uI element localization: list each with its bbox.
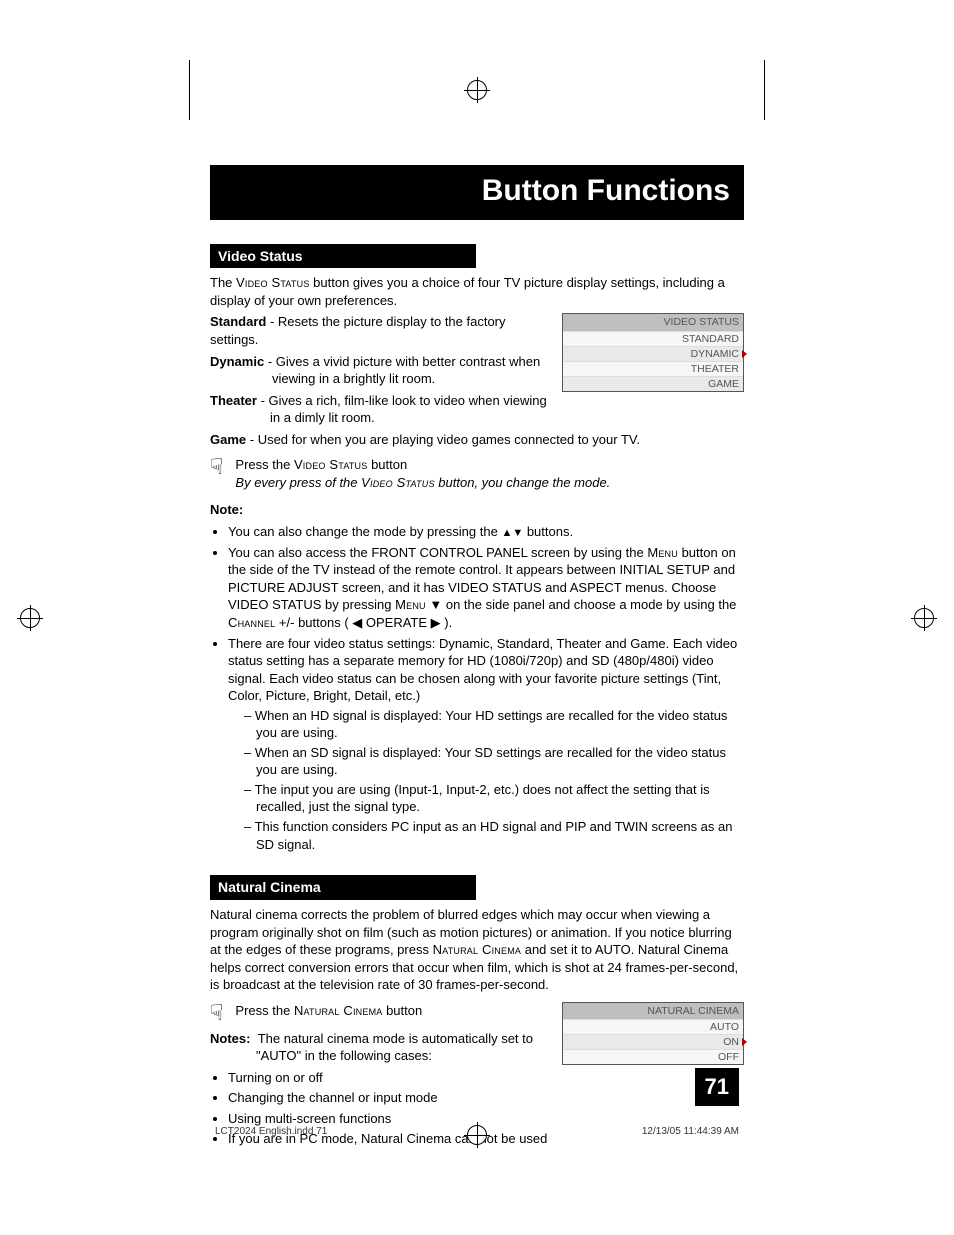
registration-mark-icon [467,80,487,100]
menu-item-selected: DYNAMIC [563,346,743,361]
press-hand-icon: ☟ [210,456,223,478]
press-instruction: Press the Video Status button [235,456,610,474]
page-number: 71 [695,1068,739,1106]
press-instruction-detail: By every press of the Video Status butto… [235,474,610,492]
press-hand-icon: ☟ [210,1002,223,1024]
note-item: There are four video status settings: Dy… [228,635,744,854]
menu-item: THEATER [563,361,743,376]
footer-filename: LCT2024 English.indd 71 [215,1125,327,1139]
registration-mark-icon [914,608,934,628]
note-item: You can also change the mode by pressing… [228,523,744,541]
menu-header: VIDEO STATUS [563,314,743,330]
section-header-natural-cinema: Natural Cinema [210,875,476,900]
video-status-notes: You can also change the mode by pressing… [210,523,744,853]
natural-cinema-intro: Natural cinema corrects the problem of b… [210,906,744,994]
footer-timestamp: 12/13/05 11:44:39 AM [642,1125,739,1139]
note-subitem: – The input you are using (Input-1, Inpu… [244,781,744,816]
menu-item: STANDARD [563,331,743,346]
note-item: Changing the channel or input mode [228,1089,744,1107]
note-label: Note: [210,501,744,519]
video-status-menu: VIDEO STATUS STANDARD DYNAMIC THEATER GA… [562,313,744,392]
registration-mark-icon [20,608,40,628]
video-status-intro: The Video Status button gives you a choi… [210,274,744,309]
menu-item: AUTO [563,1019,743,1034]
natural-cinema-menu: NATURAL CINEMA AUTO ON OFF [562,1002,744,1066]
note-subitem: – When an SD signal is displayed: Your S… [244,744,744,779]
crop-marks-top [0,60,954,120]
note-subitem: – This function considers PC input as an… [244,818,744,853]
page-title: Button Functions [210,165,744,220]
note-subitem: – When an HD signal is displayed: Your H… [244,707,744,742]
menu-item: GAME [563,376,743,391]
press-instruction: Press the Natural Cinema button [235,1002,422,1020]
menu-item-selected: ON [563,1034,743,1049]
section-header-video-status: Video Status [210,244,476,269]
registration-mark-icon [467,1125,487,1145]
menu-item: OFF [563,1049,743,1064]
note-item: You can also access the FRONT CONTROL PA… [228,544,744,632]
menu-header: NATURAL CINEMA [563,1003,743,1019]
note-item: Turning on or off [228,1069,744,1087]
